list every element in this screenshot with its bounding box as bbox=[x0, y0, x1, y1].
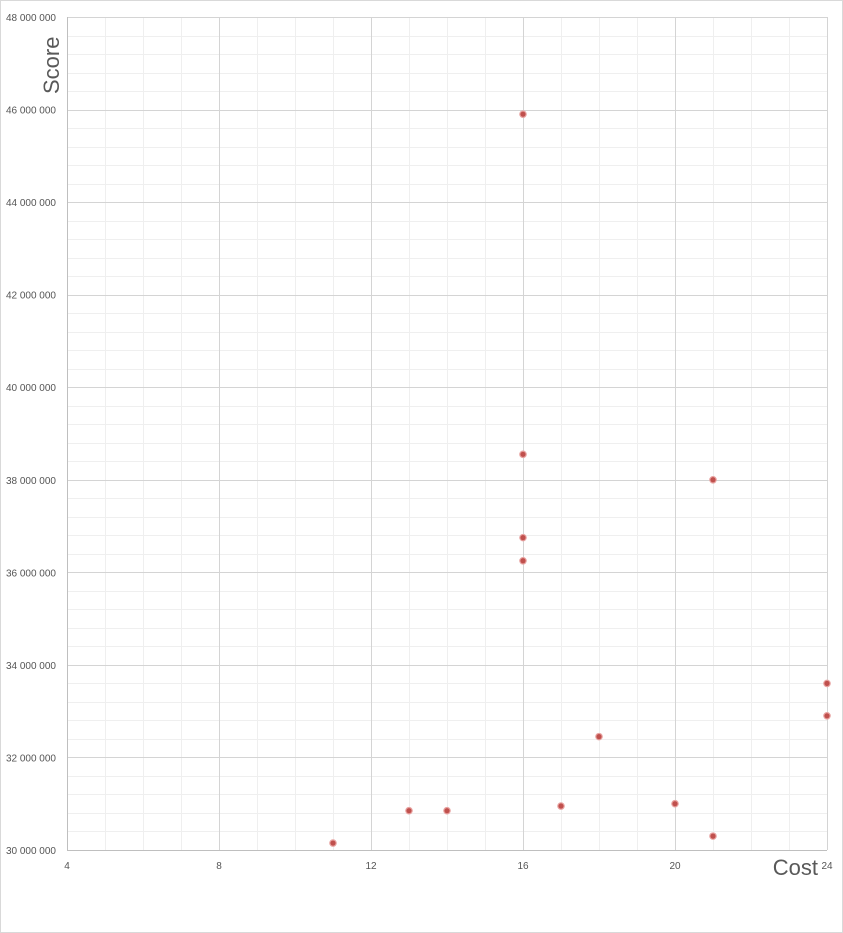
axes bbox=[67, 17, 827, 851]
data-point bbox=[443, 806, 451, 815]
data-point bbox=[329, 839, 337, 847]
y-tick-label: 46 000 000 bbox=[6, 106, 56, 117]
x-tick-label: 20 bbox=[669, 861, 681, 872]
x-axis-title: Cost bbox=[773, 855, 818, 880]
minor-gridlines bbox=[67, 17, 828, 851]
y-tick-label: 48 000 000 bbox=[6, 13, 56, 24]
data-point bbox=[671, 799, 679, 808]
y-tick-label: 36 000 000 bbox=[6, 568, 56, 579]
x-tick-label: 12 bbox=[365, 861, 377, 872]
x-tick-label: 8 bbox=[216, 861, 222, 872]
x-tick-labels: 4 8 12 16 20 24 bbox=[64, 861, 833, 872]
data-point bbox=[519, 450, 527, 459]
y-tick-label: 42 000 000 bbox=[6, 291, 56, 302]
x-tick-label: 4 bbox=[64, 861, 70, 872]
data-point bbox=[519, 110, 527, 118]
data-point bbox=[519, 533, 527, 542]
data-point bbox=[595, 732, 603, 741]
data-point bbox=[557, 802, 565, 810]
y-axis-title: Score bbox=[39, 37, 64, 94]
y-tick-label: 34 000 000 bbox=[6, 661, 56, 672]
data-points bbox=[329, 110, 831, 847]
data-point bbox=[405, 806, 413, 815]
data-point bbox=[709, 832, 717, 840]
y-tick-labels: 30 000 000 32 000 000 34 000 000 36 000 000… bbox=[6, 13, 56, 857]
data-point bbox=[709, 475, 717, 484]
y-tick-label: 44 000 000 bbox=[6, 198, 56, 209]
x-tick-label: 16 bbox=[517, 861, 529, 872]
data-point bbox=[823, 679, 831, 688]
y-tick-label: 30 000 000 bbox=[6, 846, 56, 857]
data-point bbox=[519, 556, 527, 565]
y-tick-label: 32 000 000 bbox=[6, 753, 56, 764]
data-point bbox=[823, 711, 831, 720]
major-gridlines bbox=[67, 17, 828, 851]
x-tick-label: 24 bbox=[821, 861, 833, 872]
y-tick-label: 38 000 000 bbox=[6, 476, 56, 487]
y-tick-label: 40 000 000 bbox=[6, 383, 56, 394]
